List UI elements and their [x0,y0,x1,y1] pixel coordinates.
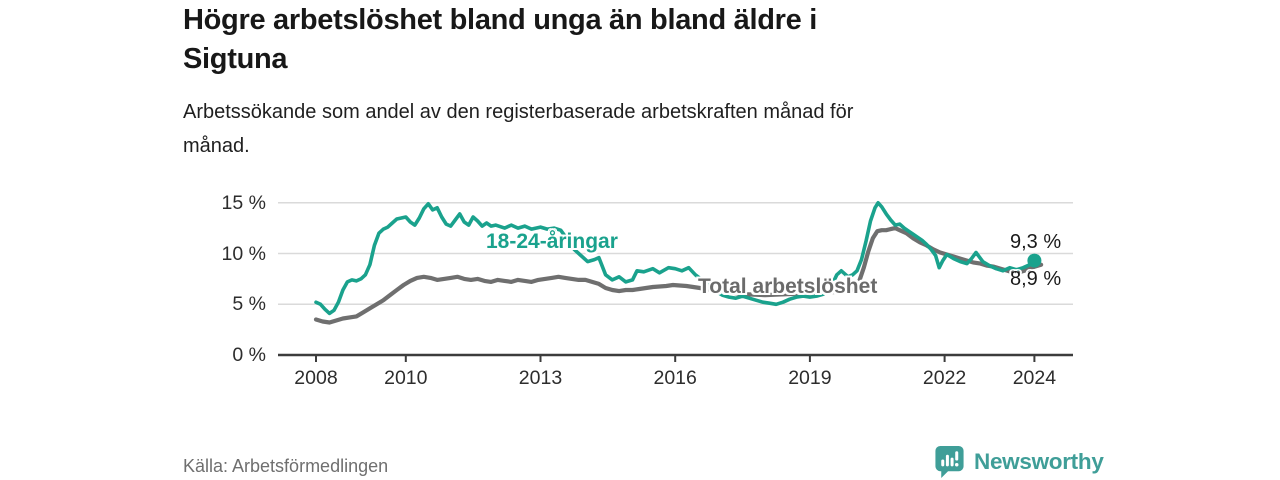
x-tick-label: 2013 [518,367,563,389]
y-tick-label: 0 % [232,344,266,366]
chart-title-line1: Högre arbetslöshet bland unga än bland ä… [183,4,817,36]
series-label-total: Total arbetslöshet [698,275,878,298]
chart-subtitle-line1: Arbetssökande som andel av den registerb… [183,101,854,123]
source-note: Källa: Arbetsförmedlingen [183,456,389,476]
x-tick-label: 2022 [922,367,967,389]
chart-subtitle-line2: månad. [183,135,250,157]
y-tick-label: 10 % [221,242,266,265]
chart-title: Högre arbetslöshet bland unga än bland ä… [183,1,817,79]
series-label-18-24: 18-24-åringar [486,230,618,253]
newsworthy-logo: Newsworthy [934,445,1104,478]
x-tick-label: 2019 [788,367,832,389]
chart-subtitle: Arbetssökande som andel av den registerb… [183,95,853,163]
chart-title-line2: Sigtuna [183,43,288,75]
newsworthy-wordmark: Newsworthy [974,448,1104,474]
end-value-18-24: 9,3 % [1010,231,1062,253]
end-marker-young [1027,253,1042,268]
y-tick-label: 5 % [232,293,266,316]
y-tick-label: 15 % [221,191,266,214]
series-line-total [313,226,1044,325]
x-tick-label: 2016 [653,367,697,389]
newsworthy-logo-icon [935,445,964,478]
x-tick-label: 2024 [1012,367,1057,389]
series-line-young [314,201,1037,316]
x-tick-label: 2010 [384,367,428,389]
x-tick-label: 2008 [294,367,338,389]
end-value-total: 8,9 % [1010,268,1062,290]
